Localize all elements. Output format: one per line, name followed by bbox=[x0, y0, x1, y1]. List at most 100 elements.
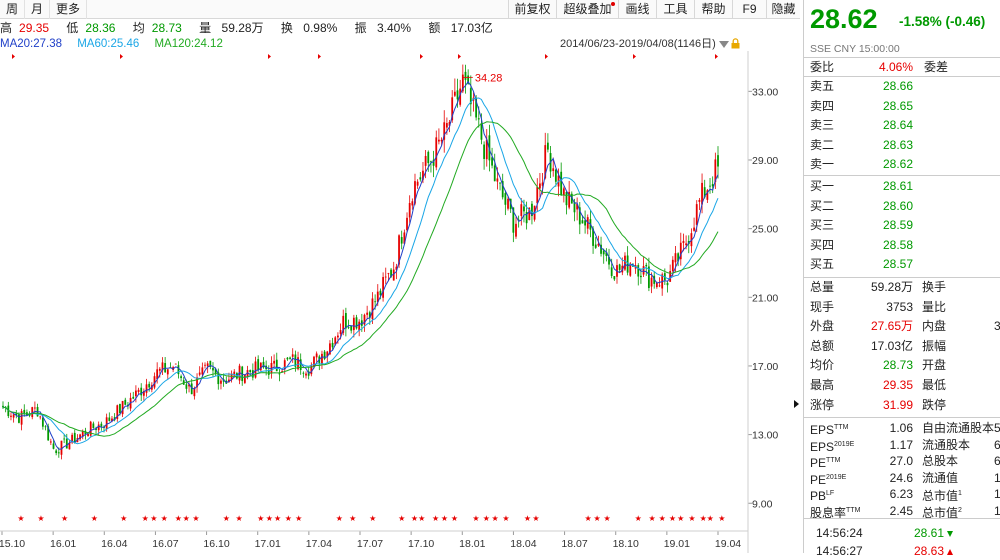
stat-row-value: 59.28万 bbox=[870, 280, 913, 294]
stat-row-label: 总量 bbox=[810, 280, 835, 294]
ask-row-value: 28.64 bbox=[882, 118, 913, 133]
candle-body bbox=[119, 404, 121, 414]
draw-line-button[interactable]: 画线 bbox=[618, 0, 656, 19]
candle-body bbox=[60, 440, 63, 455]
candle-body bbox=[610, 267, 613, 276]
candle-body bbox=[695, 204, 698, 225]
expand-arrow-icon[interactable] bbox=[794, 400, 799, 408]
fundamental-row-value: 1.17 bbox=[889, 437, 913, 452]
tab-more[interactable]: 更多 bbox=[50, 0, 88, 19]
stat-row-label2: 内盘 bbox=[922, 319, 947, 334]
bid-row: 买一 28.61 bbox=[804, 177, 1000, 196]
super-overlay-button[interactable]: 超级叠加 bbox=[556, 0, 618, 19]
event-star-icon: ★ bbox=[491, 514, 498, 523]
dropdown-triangle-icon[interactable] bbox=[718, 40, 729, 48]
candle-body bbox=[52, 443, 55, 449]
event-star-icon: ★ bbox=[91, 514, 98, 523]
avg-label: 均 bbox=[132, 21, 145, 35]
ma60-legend[interactable]: MA60:25.46 bbox=[77, 38, 140, 50]
event-star-icon: ★ bbox=[418, 514, 425, 523]
candle-body bbox=[469, 88, 472, 105]
candle-body bbox=[217, 372, 220, 385]
candle-body bbox=[438, 139, 440, 142]
candle-body bbox=[515, 223, 517, 237]
candle-body bbox=[323, 351, 326, 360]
candle-body bbox=[315, 353, 318, 358]
candle-body bbox=[257, 359, 260, 371]
ask-row: 卖二 28.63 bbox=[804, 136, 1000, 155]
super-overlay-label: 超级叠加 bbox=[563, 2, 612, 16]
stat-row: 最高 29.35 最低 bbox=[804, 376, 1000, 395]
candle-body bbox=[347, 327, 350, 329]
tool-buttons: 前复权 超级叠加 画线 工具 帮助 F9 隐藏 bbox=[508, 0, 800, 19]
candle-body bbox=[79, 434, 81, 440]
event-flag-icon bbox=[420, 54, 423, 59]
candle-body bbox=[448, 121, 451, 126]
candle-body bbox=[517, 219, 520, 221]
f9-button[interactable]: F9 bbox=[732, 0, 766, 19]
candle-body bbox=[382, 277, 384, 298]
kline-chart[interactable]: 34.28 ★ ★ ★ ★ ★ ★ ★ ★ ★ ★ ★ ★ ★ ★ ★ ★ ★ ★ ★ ★ ★ ★ ★ ★ ★ ★ ★ ★ ★ ★ ★ ★ ★ ★ ★… bbox=[0, 51, 800, 553]
candle-body bbox=[209, 360, 212, 367]
candle-body bbox=[430, 161, 432, 163]
x-tick-label: 18.07 bbox=[561, 538, 587, 550]
bid-row-label: 买一 bbox=[810, 179, 835, 193]
ask-row-label: 卖四 bbox=[810, 98, 835, 113]
help-button[interactable]: 帮助 bbox=[694, 0, 732, 19]
hide-button[interactable]: 隐藏 bbox=[766, 0, 800, 19]
event-star-icon: ★ bbox=[223, 514, 230, 523]
event-star-icon: ★ bbox=[274, 514, 281, 523]
candle-body bbox=[520, 204, 523, 216]
candle-body bbox=[637, 265, 640, 277]
forward-adjust-button[interactable]: 前复权 bbox=[508, 0, 556, 19]
ma20-legend[interactable]: MA20:27.38 bbox=[0, 38, 63, 50]
stat-row-value: 17.03亿 bbox=[870, 338, 913, 353]
candle-body bbox=[267, 369, 270, 375]
candle-body bbox=[507, 198, 509, 209]
tab-week[interactable]: 周 bbox=[0, 0, 26, 19]
avg-value: 28.73 bbox=[151, 21, 182, 35]
candle-body bbox=[334, 337, 337, 345]
candle-body bbox=[592, 228, 594, 246]
tick-time: 14:56:24 bbox=[816, 526, 863, 540]
event-star-icon: ★ bbox=[635, 514, 642, 523]
event-star-icon: ★ bbox=[61, 514, 68, 523]
fundamental-row: 股息率TTM 2.45 总市值2 1 bbox=[804, 503, 1000, 520]
stat-row-value: 28.73 bbox=[882, 358, 913, 373]
candle-body bbox=[392, 269, 395, 281]
candle-body bbox=[600, 244, 602, 254]
candle-body bbox=[201, 367, 204, 375]
tab-month[interactable]: 月 bbox=[25, 0, 51, 19]
date-range-label[interactable]: 2014/06/23-2019/04/08(1146日) bbox=[560, 37, 729, 51]
candle-body bbox=[528, 207, 531, 221]
x-tick-label: 19.01 bbox=[664, 538, 690, 550]
candle-body bbox=[461, 74, 464, 92]
candle-body bbox=[512, 207, 515, 233]
candle-body bbox=[254, 361, 257, 378]
candle-body bbox=[140, 387, 143, 396]
lock-icon[interactable] bbox=[730, 38, 741, 49]
event-star-icon: ★ bbox=[398, 514, 405, 523]
event-star-icon: ★ bbox=[649, 514, 656, 523]
y-tick-label: 13.00 bbox=[752, 430, 778, 442]
candle-body bbox=[291, 354, 294, 357]
stat-row-label: 现手 bbox=[810, 299, 835, 314]
event-star-icon: ★ bbox=[142, 514, 149, 523]
candle-body bbox=[539, 183, 541, 189]
candle-body bbox=[398, 235, 400, 265]
fundamental-row: EPSTTM 1.06 自由流通股本 5 bbox=[804, 420, 1000, 437]
candle-body bbox=[31, 407, 34, 418]
kline-chart-svg[interactable]: 34.28★ ★ ★ ★ ★ ★ ★ ★ ★ ★ ★ ★ ★ ★ ★ ★ ★ ★ ★ ★ ★ ★ ★ ★ ★ ★ ★ ★ ★ ★ ★ ★ ★ ★ ★… bbox=[0, 51, 800, 553]
fundamental-sup: LF bbox=[826, 490, 835, 497]
candle-body bbox=[464, 71, 467, 80]
candle-body bbox=[87, 434, 89, 437]
event-star-icon: ★ bbox=[17, 514, 24, 523]
candle-body bbox=[544, 145, 547, 179]
ma120-legend[interactable]: MA120:24.12 bbox=[154, 38, 223, 50]
vol-value: 59.28万 bbox=[221, 21, 264, 35]
tools-button[interactable]: 工具 bbox=[656, 0, 694, 19]
candle-body bbox=[703, 187, 706, 198]
candle-body bbox=[709, 185, 711, 187]
candle-body bbox=[190, 383, 193, 395]
event-star-icon: ★ bbox=[349, 514, 356, 523]
